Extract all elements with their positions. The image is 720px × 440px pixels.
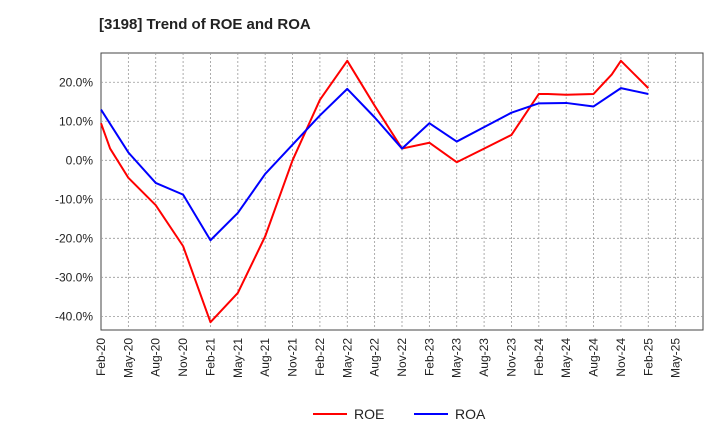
y-tick-label: 10.0% (59, 114, 93, 128)
y-tick-label: -20.0% (55, 231, 93, 245)
x-tick-label: Feb-25 (641, 338, 655, 376)
x-tick-label: May-24 (559, 338, 573, 378)
y-tick-label: -30.0% (55, 270, 93, 284)
x-tick-label: May-23 (450, 338, 464, 378)
legend-label-roe: ROE (354, 406, 384, 422)
x-tick-label: May-21 (231, 338, 245, 378)
series-lines (100, 59, 649, 324)
y-axis-ticks: 20.0% 10.0% 0.0% -10.0% -20.0% -30.0% -40.0% (55, 75, 93, 323)
legend-label-roa: ROA (455, 406, 486, 422)
x-tick-label: Aug-20 (149, 338, 163, 377)
x-tick-label: May-25 (669, 338, 683, 378)
x-tick-label: Feb-20 (94, 338, 108, 376)
x-tick-label: Aug-23 (477, 338, 491, 377)
x-axis-ticks: Feb-20 May-20 Aug-20 Nov-20 Feb-21 May-21 Aug-… (94, 338, 683, 378)
x-tick-label: Aug-24 (587, 338, 601, 377)
y-tick-label: -40.0% (55, 309, 93, 323)
x-tick-label: May-22 (340, 338, 354, 378)
x-tick-label: May-20 (121, 338, 135, 378)
grid-lines (101, 53, 703, 330)
x-tick-label: Feb-23 (422, 338, 436, 376)
x-tick-label: Feb-22 (313, 338, 327, 376)
legend: ROE ROA (313, 406, 486, 422)
series-line-roa (100, 87, 649, 242)
x-tick-label: Aug-21 (258, 338, 272, 377)
x-tick-label: Nov-21 (286, 338, 300, 377)
x-tick-label: Nov-23 (504, 338, 518, 377)
x-tick-label: Aug-22 (368, 338, 382, 377)
x-tick-label: Feb-24 (532, 338, 546, 376)
y-tick-label: -10.0% (55, 192, 93, 206)
x-tick-label: Nov-24 (614, 338, 628, 377)
chart-title: [3198] Trend of ROE and ROA (99, 16, 311, 33)
series-line-roe (100, 59, 649, 324)
y-tick-label: 0.0% (66, 153, 94, 167)
y-tick-label: 20.0% (59, 75, 93, 89)
x-tick-label: Feb-21 (203, 338, 217, 376)
x-tick-label: Nov-20 (176, 338, 190, 377)
x-tick-label: Nov-22 (395, 338, 409, 377)
